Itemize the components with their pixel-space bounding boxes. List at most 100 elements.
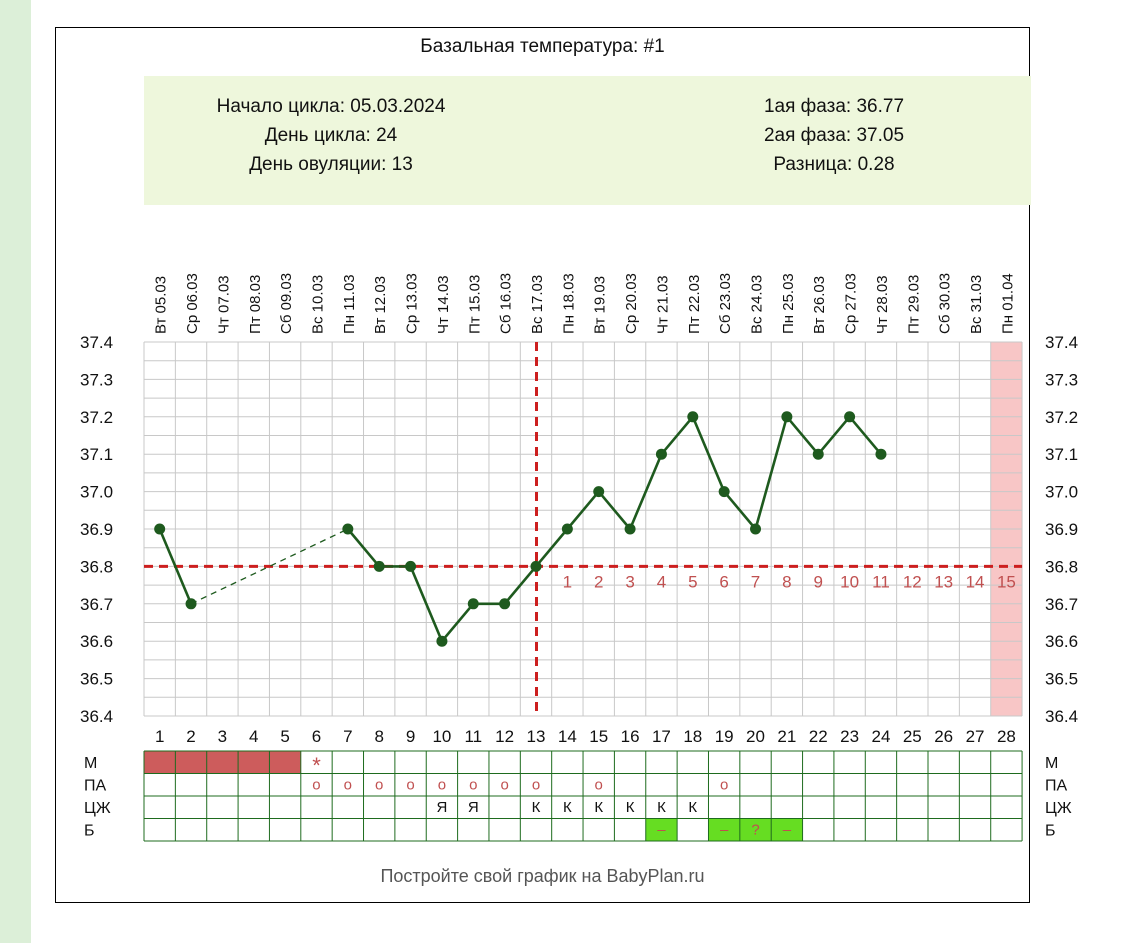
y-tick-label-left: 37.0 [80, 483, 113, 502]
y-tick-label-left: 37.2 [80, 408, 113, 427]
temperature-segment [158, 528, 193, 605]
y-tick-label-right: 37.1 [1045, 445, 1078, 464]
date-label: Вс 31.03 [968, 275, 985, 334]
date-label: Пн 25.03 [780, 273, 797, 334]
cycle-day-label: 12 [495, 727, 514, 746]
cycle-day-label: 2 [186, 727, 195, 746]
date-label: Вт 05.03 [153, 276, 170, 334]
date-label: Чт 21.03 [654, 275, 671, 334]
luteal-day-label: 15 [997, 572, 1016, 591]
cycle-day-label: 1 [155, 727, 164, 746]
temperature-segment [848, 415, 882, 456]
difference-text: Разница: 0.28 [773, 154, 895, 175]
chart-frame: Базальная температура: #1 Начало цикла: … [55, 27, 1031, 903]
date-label: Пн 18.03 [560, 273, 577, 334]
temperature-segment [723, 490, 757, 530]
temperature-point [185, 598, 197, 610]
y-tick-label-right: 37.4 [1045, 333, 1078, 352]
side-strip [0, 0, 31, 943]
cycle-day-label: 23 [840, 727, 859, 746]
y-tick-label-right: 37.0 [1045, 483, 1078, 502]
table-cell-mark: o [469, 777, 477, 794]
y-tick-label-right: 37.3 [1045, 370, 1078, 389]
date-label: Вт 19.03 [592, 276, 609, 334]
cycle-day-label: 9 [406, 727, 415, 746]
cycle-day-label: 22 [809, 727, 828, 746]
luteal-day-label: 11 [872, 572, 890, 591]
cycle-day-label: 27 [966, 727, 985, 746]
temperature-point [781, 411, 793, 423]
cycle-day-label: 8 [374, 727, 383, 746]
temperature-segment [817, 415, 851, 456]
temperature-point [499, 598, 511, 610]
chart-title: Базальная температура: #1 [420, 36, 665, 57]
table-cell-mark: – [720, 822, 729, 839]
table-cell-mark: * [312, 753, 321, 778]
cycle-day-label: 15 [589, 727, 608, 746]
cycle-start-text: Начало цикла: 05.03.2024 [216, 96, 446, 117]
table-cell-mark: К [688, 799, 697, 816]
phase1-text: 1ая фаза: 36.77 [763, 96, 905, 117]
cycle-day-label: 18 [683, 727, 702, 746]
row-label-right: ЦЖ [1045, 800, 1072, 817]
temperature-point [718, 486, 730, 498]
temperature-point [154, 523, 166, 535]
table-cell-mark: o [312, 777, 320, 794]
y-tick-label-right: 36.7 [1045, 595, 1078, 614]
temperature-segment [597, 490, 632, 530]
row-label-left: ПА [84, 778, 107, 795]
temperature-segment [660, 415, 694, 456]
temperature-point [624, 523, 636, 535]
date-label: Сб 09.03 [278, 273, 295, 334]
luteal-day-label: 1 [563, 572, 572, 591]
cycle-day-label: 5 [280, 727, 289, 746]
y-tick-label-left: 36.6 [80, 632, 113, 651]
temperature-segment [785, 415, 820, 456]
temperature-point [687, 411, 699, 423]
temperature-point [373, 560, 385, 572]
luteal-day-label: 7 [751, 572, 760, 591]
y-tick-label-left: 36.5 [80, 670, 113, 689]
temperature-segment [346, 528, 381, 568]
date-label: Чт 14.03 [435, 275, 452, 334]
table-cell-fill [238, 751, 270, 774]
date-label: Ср 20.03 [623, 273, 640, 334]
cycle-day-label: 11 [464, 727, 482, 746]
temperature-point [405, 560, 417, 572]
temperature-segment [754, 416, 789, 530]
table-cell-mark: Я [436, 799, 447, 816]
luteal-day-label: 13 [934, 572, 953, 591]
table-cell-fill [739, 818, 772, 841]
cycle-day-label: 14 [558, 727, 577, 746]
cycle-day-label: 4 [249, 727, 258, 746]
row-label-left: ЦЖ [84, 800, 111, 817]
cycle-day-label: 19 [715, 727, 734, 746]
y-tick-label-right: 36.9 [1045, 520, 1078, 539]
luteal-day-label: 12 [903, 572, 922, 591]
temperature-point [436, 635, 448, 647]
table-cell-fill [144, 751, 176, 774]
date-label: Ср 13.03 [404, 273, 421, 334]
luteal-day-label: 3 [625, 572, 634, 591]
cycle-day-label: 10 [432, 727, 451, 746]
date-label: Чт 28.03 [874, 275, 891, 334]
y-tick-label-left: 36.9 [80, 520, 113, 539]
cycle-info-panel: Начало цикла: 05.03.2024 День цикла: 24 … [144, 76, 1031, 205]
temperature-point [875, 448, 887, 460]
cycle-day-label: 20 [746, 727, 765, 746]
temperature-segment [566, 490, 600, 530]
date-label: Пт 15.03 [466, 275, 483, 334]
table-cell-mark: o [500, 777, 508, 794]
table-cell-mark: К [563, 799, 572, 816]
footer-text: Постройте свой график на BabyPlan.ru [380, 866, 705, 886]
y-tick-label-left: 37.3 [80, 370, 113, 389]
date-label: Сб 30.03 [937, 273, 954, 334]
date-label: Сб 23.03 [717, 273, 734, 334]
temperature-segment [691, 416, 726, 493]
temperature-point [593, 486, 605, 498]
row-label-right: ПА [1045, 778, 1068, 795]
cycle-day-label: 21 [777, 727, 796, 746]
date-label: Вт 26.03 [811, 276, 828, 334]
table-cell-fill [645, 818, 678, 841]
date-label: Вс 24.03 [749, 275, 766, 334]
